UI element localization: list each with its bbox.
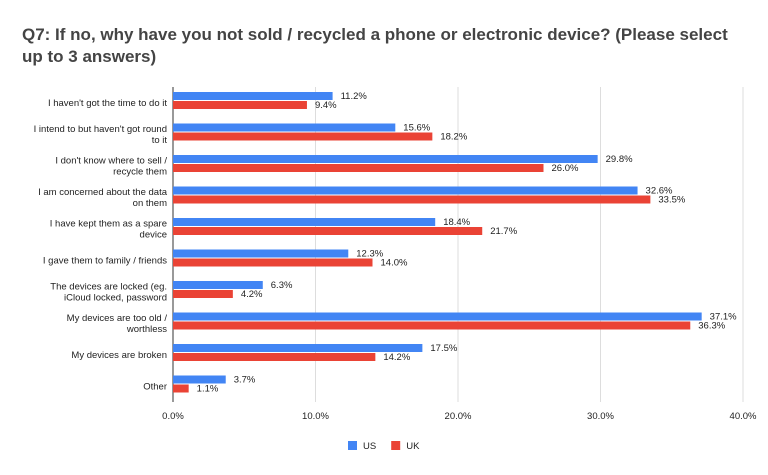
value-label: 32.6% (646, 186, 673, 197)
value-label: 17.5% (430, 343, 457, 354)
y-tick-label: My devices are too old / worthless (67, 313, 168, 335)
bar (173, 101, 307, 109)
bar (173, 155, 598, 163)
bar (173, 249, 349, 258)
bar (173, 195, 651, 204)
bar (173, 344, 423, 352)
legend-label: UK (406, 441, 420, 452)
x-tick-label: 20.0% (445, 411, 472, 422)
value-label: 33.5% (658, 195, 685, 206)
bar (173, 92, 333, 100)
y-tick-label: I intend to but haven't got round to it (34, 124, 168, 146)
bar (173, 290, 233, 298)
y-tick-label: I don't know where to sell / recycle them (55, 155, 167, 177)
bar (173, 321, 691, 330)
y-tick-label: My devices are broken (71, 350, 167, 361)
value-label: 11.2% (341, 91, 368, 102)
x-tick-label: 0.0% (162, 411, 184, 422)
legend-swatch (391, 441, 401, 450)
y-tick-label: Other (143, 381, 167, 392)
legend-label: US (363, 441, 376, 452)
bar (173, 186, 638, 195)
bar (173, 353, 376, 361)
bar (173, 281, 263, 289)
x-tick-label: 10.0% (302, 411, 329, 422)
bar (173, 312, 702, 321)
bar (173, 375, 226, 384)
value-label: 3.7% (234, 375, 256, 386)
y-tick-label: I have kept them as a spare device (50, 218, 167, 240)
value-label: 14.0% (381, 258, 408, 269)
bar (173, 384, 189, 393)
value-label: 26.0% (552, 163, 579, 174)
bar (173, 218, 436, 226)
value-label: 6.3% (271, 280, 293, 291)
value-label: 1.1% (197, 384, 219, 395)
value-label: 18.4% (443, 217, 470, 228)
value-label: 14.2% (383, 352, 410, 363)
x-tick-label: 40.0% (730, 411, 757, 422)
value-label: 12.3% (356, 249, 383, 260)
bar (173, 132, 433, 141)
value-label: 15.6% (403, 123, 430, 134)
value-label: 29.8% (606, 154, 633, 165)
y-tick-label: I am concerned about the data on them (38, 187, 168, 209)
value-label: 18.2% (440, 132, 467, 143)
bar (173, 227, 483, 235)
value-label: 21.7% (490, 226, 517, 237)
value-label: 37.1% (710, 312, 737, 323)
y-tick-label: I haven't got the time to do it (48, 98, 167, 109)
bar (173, 258, 373, 267)
bar (173, 123, 396, 132)
x-tick-label: 30.0% (587, 411, 614, 422)
value-label: 4.2% (241, 289, 263, 300)
bar (173, 164, 544, 172)
chart-title: Q7: If no, why have you not sold / recyc… (22, 25, 728, 66)
legend-swatch (348, 441, 357, 450)
y-tick-label: The devices are locked (eg. iCloud locked… (50, 281, 167, 303)
value-label: 36.3% (698, 321, 725, 332)
value-label: 9.4% (315, 100, 337, 111)
y-tick-label: I gave them to family / friends (43, 255, 167, 266)
